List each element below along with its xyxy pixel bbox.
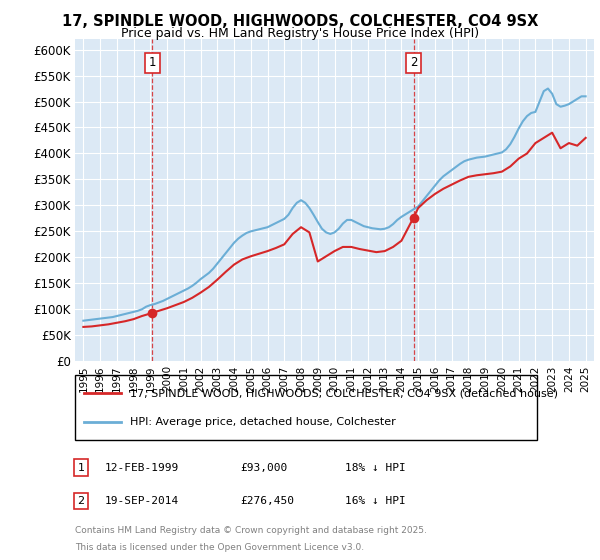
Text: 19-SEP-2014: 19-SEP-2014 xyxy=(105,496,179,506)
Text: £93,000: £93,000 xyxy=(240,463,287,473)
Text: Contains HM Land Registry data © Crown copyright and database right 2025.: Contains HM Land Registry data © Crown c… xyxy=(75,526,427,535)
Text: 18% ↓ HPI: 18% ↓ HPI xyxy=(345,463,406,473)
Text: £276,450: £276,450 xyxy=(240,496,294,506)
Text: 2: 2 xyxy=(410,56,417,69)
Text: Price paid vs. HM Land Registry's House Price Index (HPI): Price paid vs. HM Land Registry's House … xyxy=(121,27,479,40)
Text: 17, SPINDLE WOOD, HIGHWOODS, COLCHESTER, CO4 9SX (detached house): 17, SPINDLE WOOD, HIGHWOODS, COLCHESTER,… xyxy=(130,388,559,398)
Text: 1: 1 xyxy=(149,56,156,69)
Text: 16% ↓ HPI: 16% ↓ HPI xyxy=(345,496,406,506)
Text: 17, SPINDLE WOOD, HIGHWOODS, COLCHESTER, CO4 9SX: 17, SPINDLE WOOD, HIGHWOODS, COLCHESTER,… xyxy=(62,14,538,29)
Text: This data is licensed under the Open Government Licence v3.0.: This data is licensed under the Open Gov… xyxy=(75,543,364,552)
Text: 2: 2 xyxy=(77,496,85,506)
Text: HPI: Average price, detached house, Colchester: HPI: Average price, detached house, Colc… xyxy=(130,417,396,427)
Text: 1: 1 xyxy=(77,463,85,473)
Text: 12-FEB-1999: 12-FEB-1999 xyxy=(105,463,179,473)
